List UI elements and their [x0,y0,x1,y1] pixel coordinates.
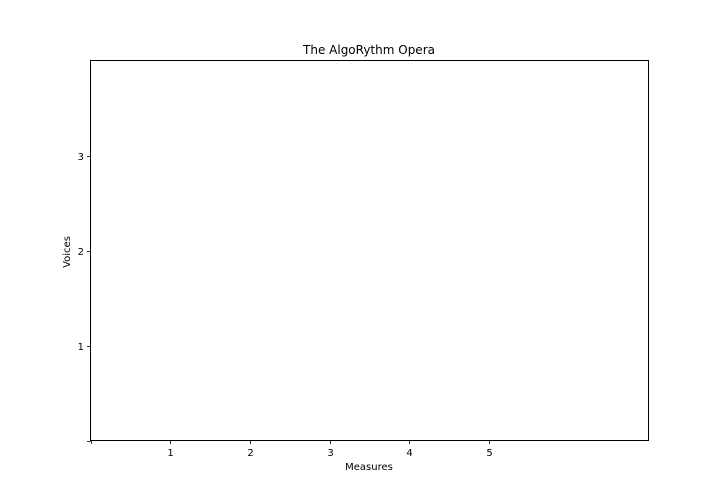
x-tick-label: 1 [167,448,173,459]
x-axis-ticks: 1 2 3 4 5 [91,440,493,459]
chart-title: The AlgoRythm Opera [302,43,435,57]
x-tick-label: 2 [247,448,253,459]
y-axis-label: Voices [62,236,73,268]
y-tick-label: 3 [78,152,84,163]
x-axis-label: Measures [345,462,393,473]
x-tick-label: 5 [486,448,492,459]
y-axis-ticks: 1 2 3 [78,152,91,442]
x-tick-label: 3 [327,448,333,459]
x-tick-label: 4 [406,448,412,459]
y-tick-label: 1 [78,342,84,353]
y-tick-label: 2 [78,247,84,258]
plot-area [90,60,649,441]
